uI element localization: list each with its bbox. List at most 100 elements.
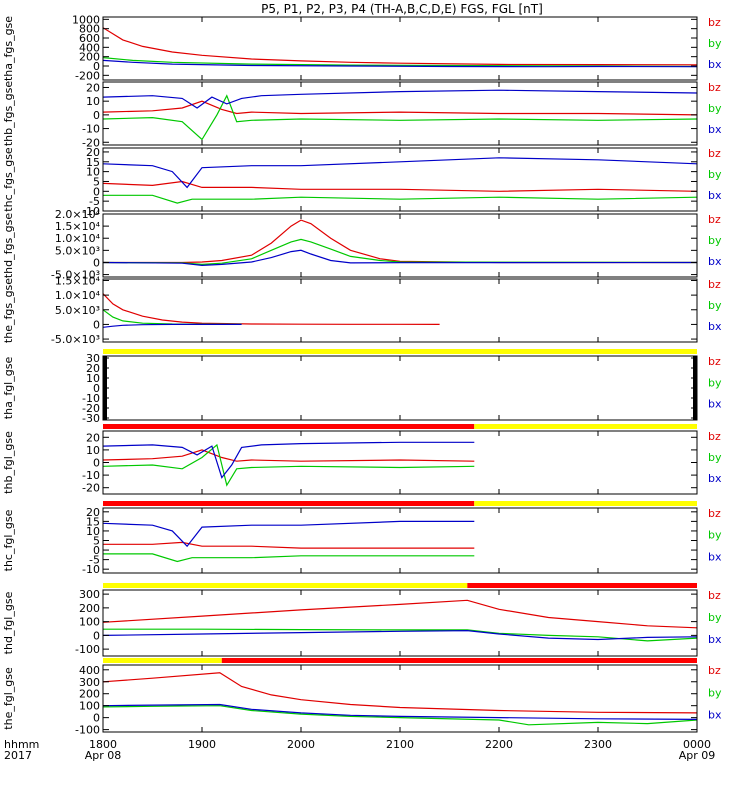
x-tick-label: 0000 [683,738,711,751]
legend-bz: bz [708,147,721,160]
series-line-bz-tha_fgs_gse [103,27,697,66]
panel-frame [102,213,698,278]
y-tick-label: -20 [82,402,100,415]
y-tick-label: 5.0×10³ [55,244,100,257]
legend-by: by [708,611,722,624]
y-tick-label: 20 [86,146,100,159]
y-tick-label: 1.0×10⁴ [55,289,101,302]
flag-bar-thd_fgl_gse-1 [467,583,697,588]
y-tick-label: -5.0×10³ [51,269,100,282]
series-line-bx-thc_fgl_gse [103,520,475,548]
series-line-bz-the_fgl_gse [103,672,697,714]
flag-bar-tha_fgl_gse-0 [103,349,697,354]
y-tick-label: 15 [86,515,100,528]
y-tick-label: 10 [86,166,100,179]
panel-frame [102,147,698,212]
legend-by: by [708,529,722,542]
series-line-by-the_fgl_gse [103,705,697,726]
series-line-bx-thb_fgl_gse [103,441,475,479]
y-axis-label-thc_fgl_gse: thc_fgl_gse [2,509,15,571]
legend-bz: bz [708,664,721,677]
series-line-by-thb_fgl_gse [103,443,475,487]
y-axis-label-tha_fgs_gse: tha_fgs_gse [2,16,15,81]
y-axis-label-tha_fgl_gse: tha_fgl_gse [2,357,15,420]
y-tick-label: 0 [93,629,100,642]
series-line-bz-thc_fgl_gse [103,541,475,549]
y-tick-label: 20 [86,362,100,375]
flag-bar-thd_fgl_gse-0 [103,583,468,588]
y-tick-label: 1.5×10⁴ [55,220,101,233]
panel-frame [102,16,698,81]
y-tick-label: 0 [93,544,100,557]
y-tick-label: 15 [86,156,100,169]
legend-bz: bz [708,213,721,226]
y-tick-label: -200 [75,69,100,82]
legend-bx: bx [708,320,722,333]
series-line-bx-thd_fgs_gse [103,249,697,267]
y-tick-label: 300 [79,676,100,689]
y-tick-label: -100 [75,643,100,656]
legend-by: by [708,234,722,247]
x-tick-label: 1800 [89,738,117,751]
x-axis-year-label: 2017 [4,749,32,762]
y-tick-label: -5.0×10³ [51,333,100,346]
series-line-by-thc_fgs_gse [103,194,697,204]
x-tick-date-label: Apr 08 [85,749,122,762]
legend-bz: bz [708,507,721,520]
x-tick-label: 2300 [584,738,612,751]
x-tick-label: 2100 [386,738,414,751]
y-tick-label: -10 [82,563,100,576]
legend-by: by [708,376,722,389]
legend-bx: bx [708,255,722,268]
y-tick-label: 0 [93,256,100,269]
series-line-bz-thd_fgs_gse [103,219,697,264]
legend-bx: bx [708,189,722,202]
series-line-bx-thc_fgs_gse [103,157,697,189]
y-axis-label-the_fgl_gse: the_fgl_gse [2,667,15,730]
flag-bar-the_fgl_gse-1 [221,658,698,663]
series-line-by-the_fgs_gse [103,309,242,325]
y-tick-label: 100 [79,616,100,629]
legend-bx: bx [708,633,722,646]
y-tick-label: 0 [93,712,100,725]
x-tick-label: 2000 [287,738,315,751]
flag-bar-the_fgl_gse-0 [103,658,222,663]
y-axis-label-the_fgs_gse: the_fgs_gse [2,278,15,343]
x-axis-hhmm-label: hhmm [4,738,39,751]
series-line-bz-the_fgs_gse [103,293,440,325]
panel-frame [102,355,698,421]
y-tick-label: -5 [89,554,100,567]
y-tick-label: -5 [89,195,100,208]
legend-by: by [708,168,722,181]
panel-frame [102,278,698,343]
legend-by: by [708,451,722,464]
y-tick-label: -10 [82,123,100,136]
y-tick-label: 800 [79,23,100,36]
y-axis-label-thb_fgl_gse: thb_fgl_gse [2,431,15,494]
y-tick-label: 5 [93,535,100,548]
flag-bar-thc_fgl_gse-1 [474,501,697,506]
y-tick-label: 0 [93,457,100,470]
series-line-bz-thb_fgs_gse [103,100,697,116]
legend-by: by [708,686,722,699]
y-tick-label: 5.0×10³ [55,304,100,317]
y-tick-label: -20 [82,482,100,495]
flag-bar-thb_fgl_gse-0 [103,424,475,429]
y-tick-label: 10 [86,372,100,385]
legend-bz: bz [708,589,721,602]
y-axis-label-thb_fgs_gse: thb_fgs_gse [2,81,15,147]
y-tick-label: 2.0×10⁴ [55,208,101,221]
y-tick-label: -10 [82,392,100,405]
series-line-by-thc_fgl_gse [103,553,475,563]
legend-by: by [708,299,722,312]
y-tick-label: 0 [93,109,100,122]
y-tick-label: 1000 [72,13,100,26]
y-tick-label: 0 [93,60,100,73]
y-tick-label: 20 [86,81,100,94]
